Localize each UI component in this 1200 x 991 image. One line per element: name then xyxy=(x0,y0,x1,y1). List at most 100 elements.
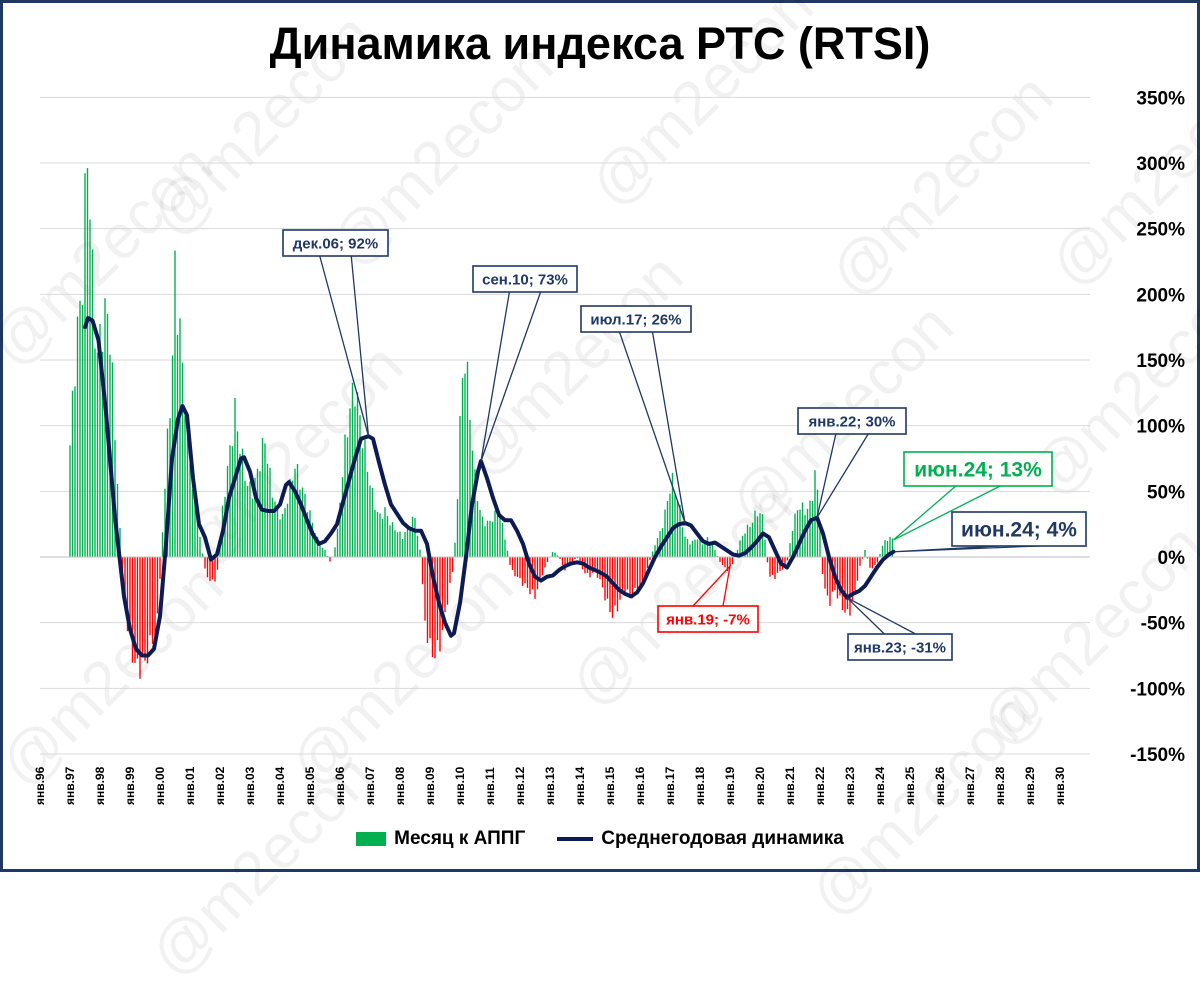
bar xyxy=(694,539,696,557)
bar xyxy=(336,528,339,557)
bar xyxy=(849,557,851,616)
bar xyxy=(271,497,274,557)
bar xyxy=(859,557,861,566)
bar xyxy=(521,557,524,586)
x-tick-label: янв.23 xyxy=(843,766,857,805)
bar xyxy=(546,557,549,563)
bar xyxy=(181,362,184,557)
bar xyxy=(384,507,386,557)
bar xyxy=(164,488,166,557)
bar xyxy=(494,510,496,557)
y-tick-label: -50% xyxy=(1141,614,1185,635)
bar xyxy=(599,557,601,580)
bar xyxy=(659,531,661,557)
bar xyxy=(86,168,89,558)
bar xyxy=(746,524,749,557)
bar xyxy=(124,557,126,608)
bar xyxy=(769,557,771,577)
bar xyxy=(511,557,514,571)
y-tick-label: 0% xyxy=(1158,548,1186,569)
bar xyxy=(356,392,359,557)
bar xyxy=(134,557,136,663)
bar xyxy=(236,431,239,557)
bar xyxy=(499,516,501,557)
bar xyxy=(291,480,294,557)
annotation-box xyxy=(797,407,907,435)
bar xyxy=(276,507,279,557)
bar xyxy=(96,352,99,557)
annotation-pointer xyxy=(846,597,916,635)
bar xyxy=(199,536,201,557)
bar xyxy=(299,489,301,557)
bar xyxy=(564,557,566,571)
bar xyxy=(454,542,456,557)
x-tick-label: янв.11 xyxy=(483,767,497,805)
bar xyxy=(151,557,154,644)
bar xyxy=(886,541,889,557)
bar xyxy=(196,524,199,557)
bar xyxy=(764,539,766,557)
y-tick-label: 350% xyxy=(1136,88,1185,109)
bar xyxy=(201,553,204,557)
bar xyxy=(254,477,256,557)
bar xyxy=(591,557,594,573)
bar xyxy=(631,557,634,599)
x-tick-label: янв.17 xyxy=(663,766,677,805)
bar xyxy=(394,530,396,557)
bar xyxy=(304,494,306,557)
bar xyxy=(479,509,481,557)
bar xyxy=(414,518,416,557)
annotation-pointer xyxy=(893,485,1001,541)
annotation-box xyxy=(282,229,389,257)
bar xyxy=(346,437,349,557)
legend-swatch-line xyxy=(557,837,594,841)
bar xyxy=(544,557,546,568)
bar xyxy=(156,557,159,614)
bar xyxy=(854,557,856,591)
bar xyxy=(104,298,106,557)
bar xyxy=(444,557,446,613)
annotation-pointer xyxy=(618,331,686,524)
bar xyxy=(251,498,254,557)
bar xyxy=(861,557,864,559)
x-tick-label: янв.97 xyxy=(63,766,77,805)
bar xyxy=(261,437,264,557)
bar xyxy=(776,557,779,573)
annotation-box xyxy=(580,305,692,333)
bar xyxy=(529,557,531,595)
x-tick-label: янв.27 xyxy=(963,766,977,805)
bar xyxy=(149,557,151,636)
annotation-box xyxy=(951,511,1087,547)
chart-plot: -150% -100% -50% 0% 50% 100% 150% 200% 250% 300% 3… xyxy=(33,88,1186,805)
bar xyxy=(719,557,721,562)
bar xyxy=(341,477,344,557)
bar xyxy=(689,544,691,557)
bar xyxy=(391,522,394,557)
bar xyxy=(621,557,624,593)
bar xyxy=(704,541,706,557)
bar xyxy=(274,501,276,557)
bar xyxy=(509,557,511,566)
bar xyxy=(726,557,729,572)
bar xyxy=(76,316,79,557)
bar xyxy=(294,468,296,557)
bar xyxy=(359,415,361,557)
annotation-pointer xyxy=(893,545,1040,553)
bar xyxy=(334,547,336,557)
x-tick-label: янв.18 xyxy=(693,766,707,805)
bar xyxy=(809,500,811,557)
x-tick-label: янв.26 xyxy=(933,766,947,805)
bar xyxy=(179,318,181,557)
bar xyxy=(404,532,406,557)
bar xyxy=(279,519,281,557)
bar xyxy=(646,557,649,568)
bar xyxy=(554,552,556,557)
bar xyxy=(881,545,884,557)
bar xyxy=(629,557,631,596)
bar xyxy=(791,530,794,557)
bar xyxy=(576,557,579,559)
bar xyxy=(871,557,874,569)
bar xyxy=(241,448,244,557)
bar xyxy=(811,500,814,557)
bar xyxy=(676,501,679,557)
